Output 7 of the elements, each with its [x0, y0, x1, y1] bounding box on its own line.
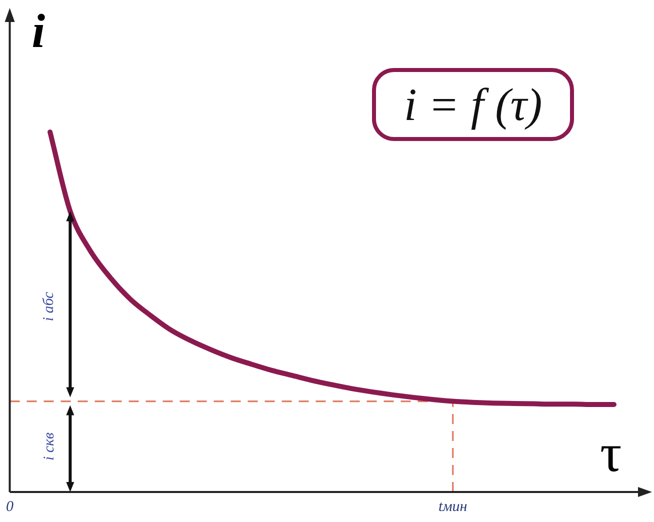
annotation: i абс: [41, 292, 58, 321]
rounded-frame: i = f (τ): [372, 68, 574, 141]
x-tick-label: tмин: [438, 498, 468, 515]
x-tick-label: 0: [6, 498, 14, 515]
annotation: i скв: [41, 432, 58, 461]
x-axis-title: τ: [600, 422, 622, 484]
y-axis-title: i: [32, 4, 46, 59]
